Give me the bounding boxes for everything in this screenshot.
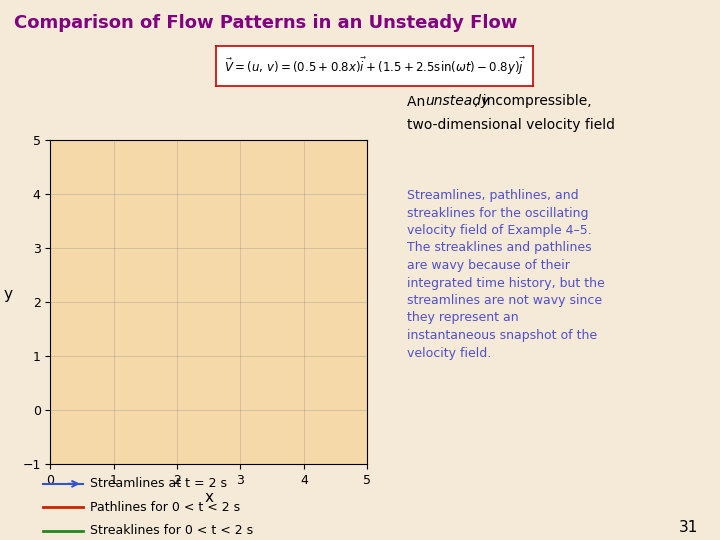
Text: Pathlines for 0 < t < 2 s: Pathlines for 0 < t < 2 s <box>90 501 240 514</box>
Text: unsteady: unsteady <box>425 94 489 109</box>
Text: , incompressible,: , incompressible, <box>474 94 592 109</box>
Text: An: An <box>407 94 429 109</box>
Text: $\vec{V} = (u,\,v) = (0.5+0.8x)\vec{i} + (1.5+2.5\sin(\omega t)-0.8y)\vec{j}$: $\vec{V} = (u,\,v) = (0.5+0.8x)\vec{i} +… <box>223 56 526 77</box>
Y-axis label: y: y <box>4 287 13 302</box>
Text: Streaklines for 0 < t < 2 s: Streaklines for 0 < t < 2 s <box>90 524 253 537</box>
X-axis label: x: x <box>204 490 213 505</box>
Text: 31: 31 <box>679 519 698 535</box>
Text: Comparison of Flow Patterns in an Unsteady Flow: Comparison of Flow Patterns in an Unstea… <box>14 14 518 31</box>
Text: Streamlines, pathlines, and
streaklines for the oscillating
velocity field of Ex: Streamlines, pathlines, and streaklines … <box>407 189 605 360</box>
Text: Streamlines at t = 2 s: Streamlines at t = 2 s <box>90 477 227 490</box>
Text: two-dimensional velocity field: two-dimensional velocity field <box>407 118 615 132</box>
